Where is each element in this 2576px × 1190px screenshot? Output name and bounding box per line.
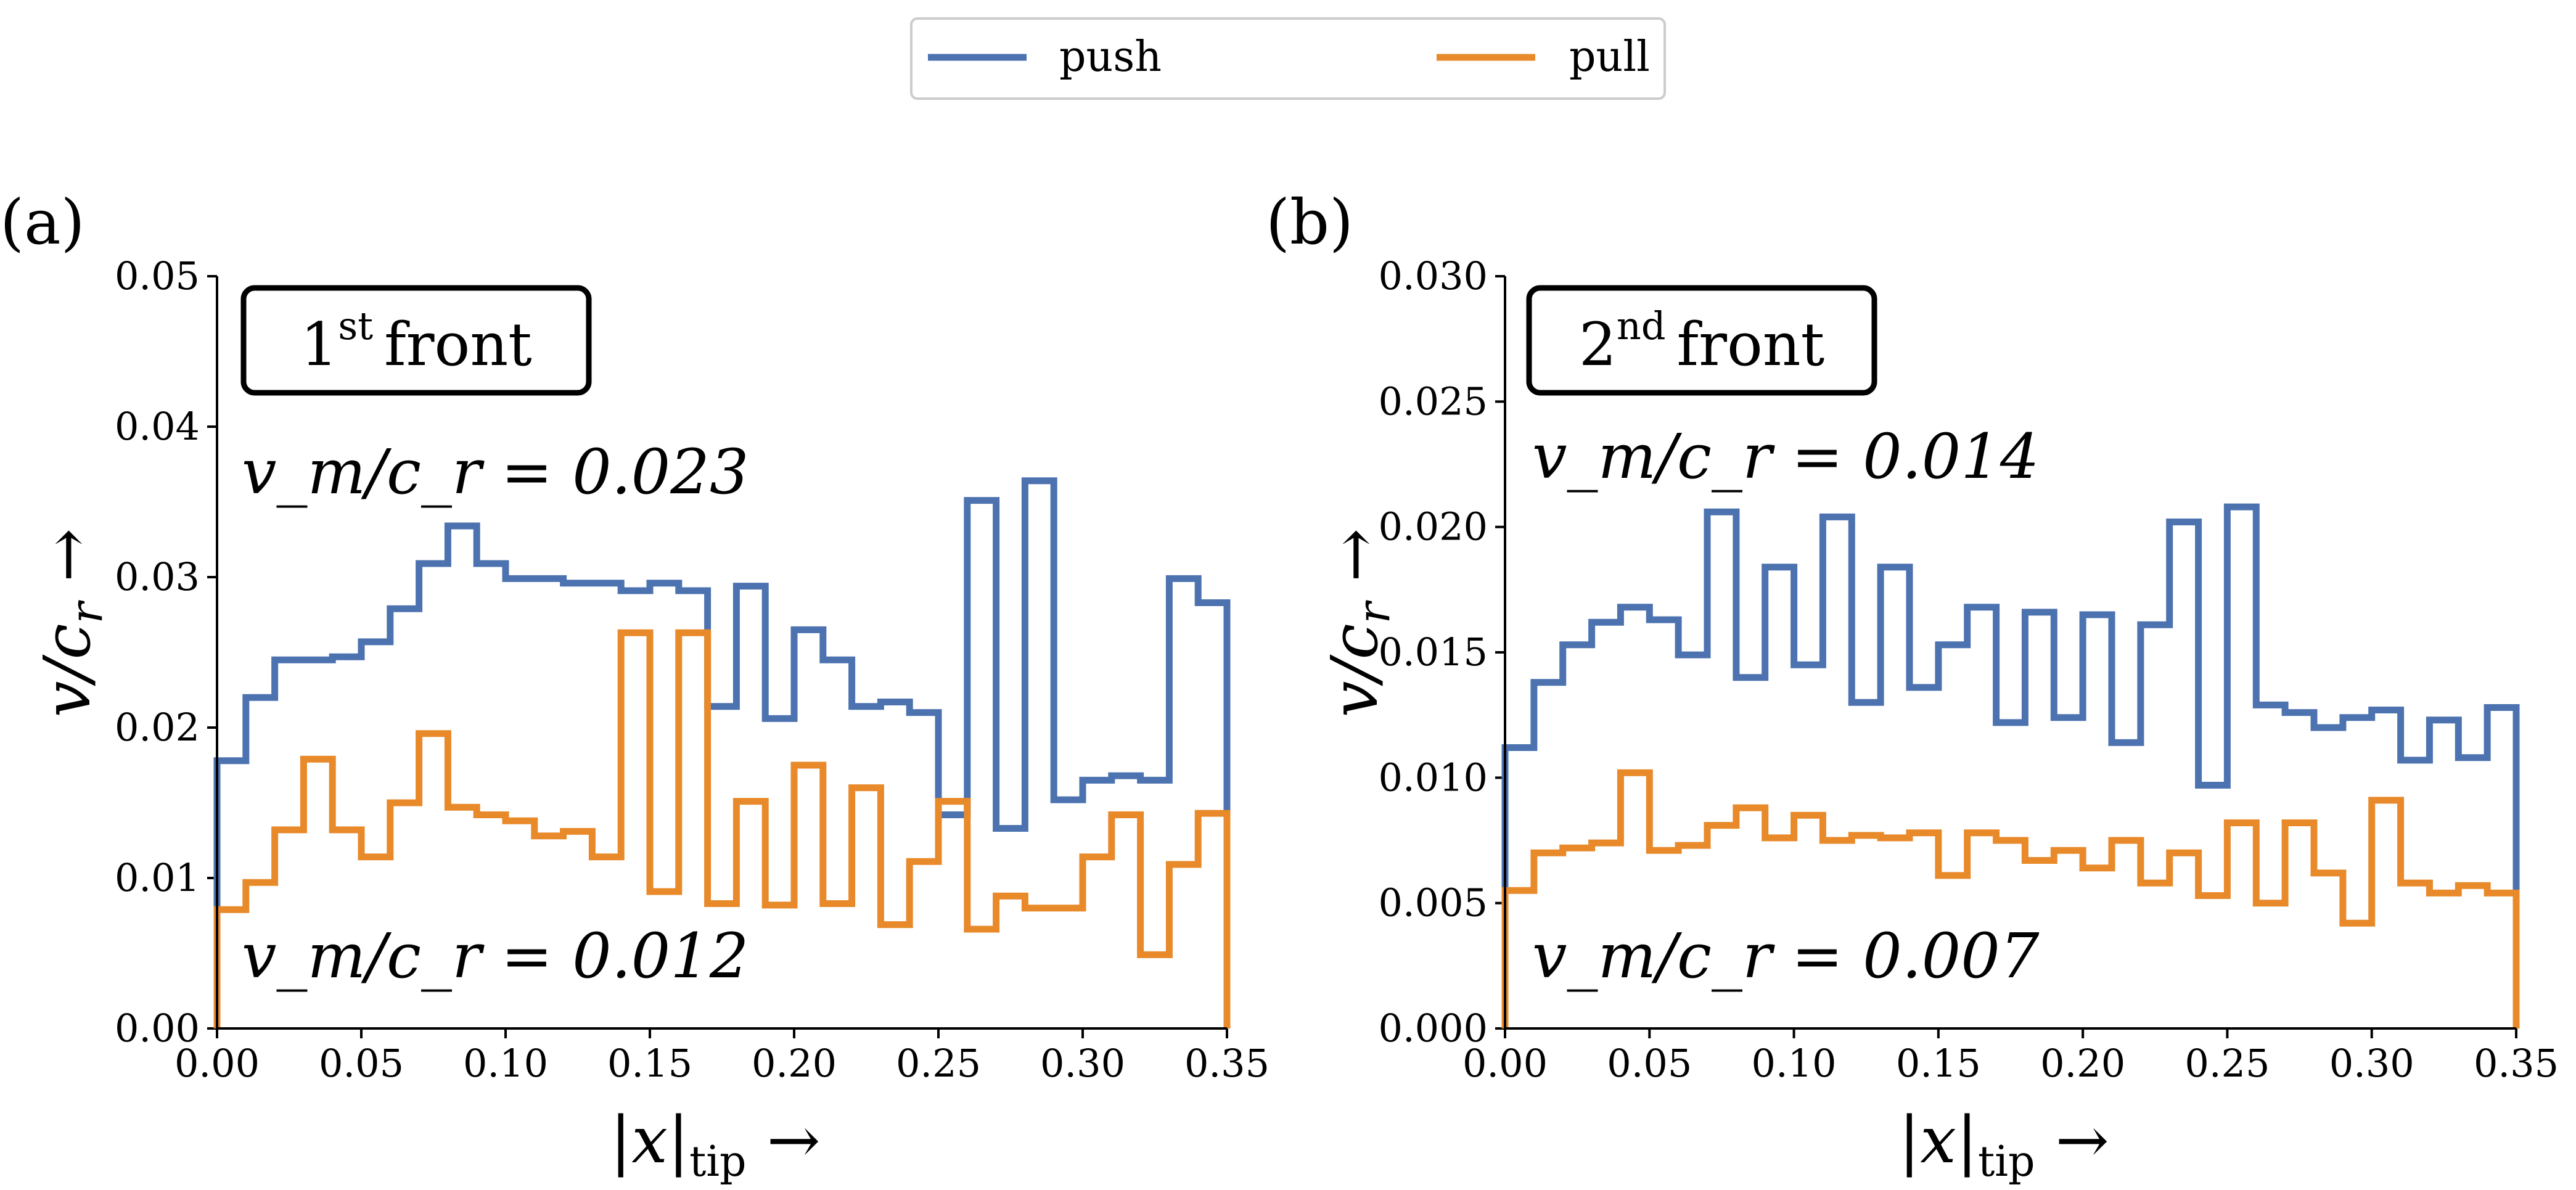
panel-b-x-tick-label: 0.00	[1462, 1041, 1548, 1086]
panel-b-front-box: 2nd front	[1526, 285, 1877, 396]
panel-a-y-tick-label: 0.01	[115, 855, 200, 900]
panel-b-y-tick-label: 0.010	[1379, 755, 1488, 800]
legend-label-push: push	[1059, 33, 1162, 81]
panel-b-y-tick-label: 0.030	[1379, 253, 1488, 298]
panel-a-x-tick-label: 0.25	[896, 1041, 981, 1086]
svg-text:v/cr →: v/cr →	[30, 528, 112, 718]
panel-b-x-tick-label: 0.35	[2474, 1041, 2559, 1086]
legend-label-pull: pull	[1569, 33, 1650, 81]
panel-b-pull-annotation: v_m/c_r = 0.007	[1532, 920, 2040, 992]
panel-a-x-tick-label: 0.30	[1040, 1041, 1125, 1086]
panel-a-y-tick-label: 0.05	[115, 253, 200, 298]
panel-a-letter: (a)	[0, 186, 85, 258]
panel-a-series	[213, 477, 1231, 1028]
panel-b-y-tick-label: 0.015	[1379, 630, 1488, 675]
panel-b-ticks: 0.00 0.05 0.10 0.15 0.20 0.25 0.30 0.35 0.000 0.0…	[1379, 253, 2559, 1086]
panel-a-y-tick-label: 0.00	[115, 1006, 200, 1051]
panel-b-letter: (b)	[1266, 186, 1353, 258]
panel-b-x-tick-label: 0.20	[2040, 1041, 2125, 1086]
panel-b-pull-step-line	[1501, 769, 2520, 1028]
panel-a-x-tick-label: 0.00	[174, 1041, 260, 1086]
panel-a-x-tick-label: 0.35	[1184, 1041, 1270, 1086]
panel-b-x-tick-label: 0.25	[2184, 1041, 2270, 1086]
panel-a-x-tick-label: 0.10	[463, 1041, 548, 1086]
panel-a-x-tick-label: 0.20	[752, 1041, 837, 1086]
panel-a-y-axis-title: v/cr →	[30, 528, 112, 718]
panel-b-series	[1501, 503, 2520, 1028]
panel-b-push-step-line	[1501, 503, 2520, 1028]
panel-a-pull-step-line	[213, 629, 1231, 1028]
panel-a-x-axis-title: |x|tip →	[610, 1102, 821, 1186]
svg-text:v/cr →: v/cr →	[1317, 528, 1400, 718]
svg-text:|x|tip →: |x|tip →	[610, 1102, 821, 1186]
panel-a-front-label: 1st front	[300, 303, 531, 379]
panel-b: (b) v/cr → |x|tip → 2nd front v_m/c_r = 0…	[1266, 186, 2559, 1186]
panel-b-x-axis-title: |x|tip →	[1898, 1102, 2109, 1186]
panel-b-x-tick-label: 0.10	[1752, 1041, 1837, 1086]
svg-text:|x|tip →: |x|tip →	[1898, 1102, 2109, 1186]
panel-a-push-annotation: v_m/c_r = 0.023	[242, 436, 749, 508]
legend: push pull	[910, 17, 1666, 100]
panel-b-y-tick-label: 0.000	[1379, 1006, 1488, 1051]
panel-b-y-tick-label: 0.020	[1379, 504, 1488, 549]
panel-a-ticks: 0.00 0.05 0.10 0.15 0.20 0.25 0.30 0.35 0.00 0.01…	[115, 253, 1270, 1086]
panel-b-y-tick-label: 0.025	[1379, 379, 1488, 424]
panel-a-front-box: 1st front	[240, 285, 592, 396]
panel-a-push-step-line	[213, 477, 1231, 1028]
panel-a: (a) v/cr → |x|tip → 1st front v_m/c_r = 0…	[0, 186, 1270, 1186]
panel-a-x-tick-label: 0.05	[319, 1041, 404, 1086]
panel-b-y-tick-label: 0.005	[1379, 880, 1488, 925]
panel-a-pull-annotation: v_m/c_r = 0.012	[242, 920, 749, 992]
panel-a-y-tick-label: 0.02	[115, 705, 200, 750]
panel-a-y-tick-label: 0.03	[115, 554, 200, 599]
panel-b-push-annotation: v_m/c_r = 0.014	[1532, 421, 2039, 493]
legend-frame	[910, 17, 1666, 100]
panel-b-x-tick-label: 0.30	[2329, 1041, 2414, 1086]
panel-b-y-axis-title: v/cr →	[1317, 528, 1400, 718]
panel-a-y-tick-label: 0.04	[115, 404, 200, 449]
panel-b-front-label: 2nd front	[1579, 303, 1824, 379]
panel-a-x-tick-label: 0.15	[607, 1041, 692, 1086]
panel-b-x-tick-label: 0.05	[1607, 1041, 1692, 1086]
panel-b-x-tick-label: 0.15	[1896, 1041, 1981, 1086]
